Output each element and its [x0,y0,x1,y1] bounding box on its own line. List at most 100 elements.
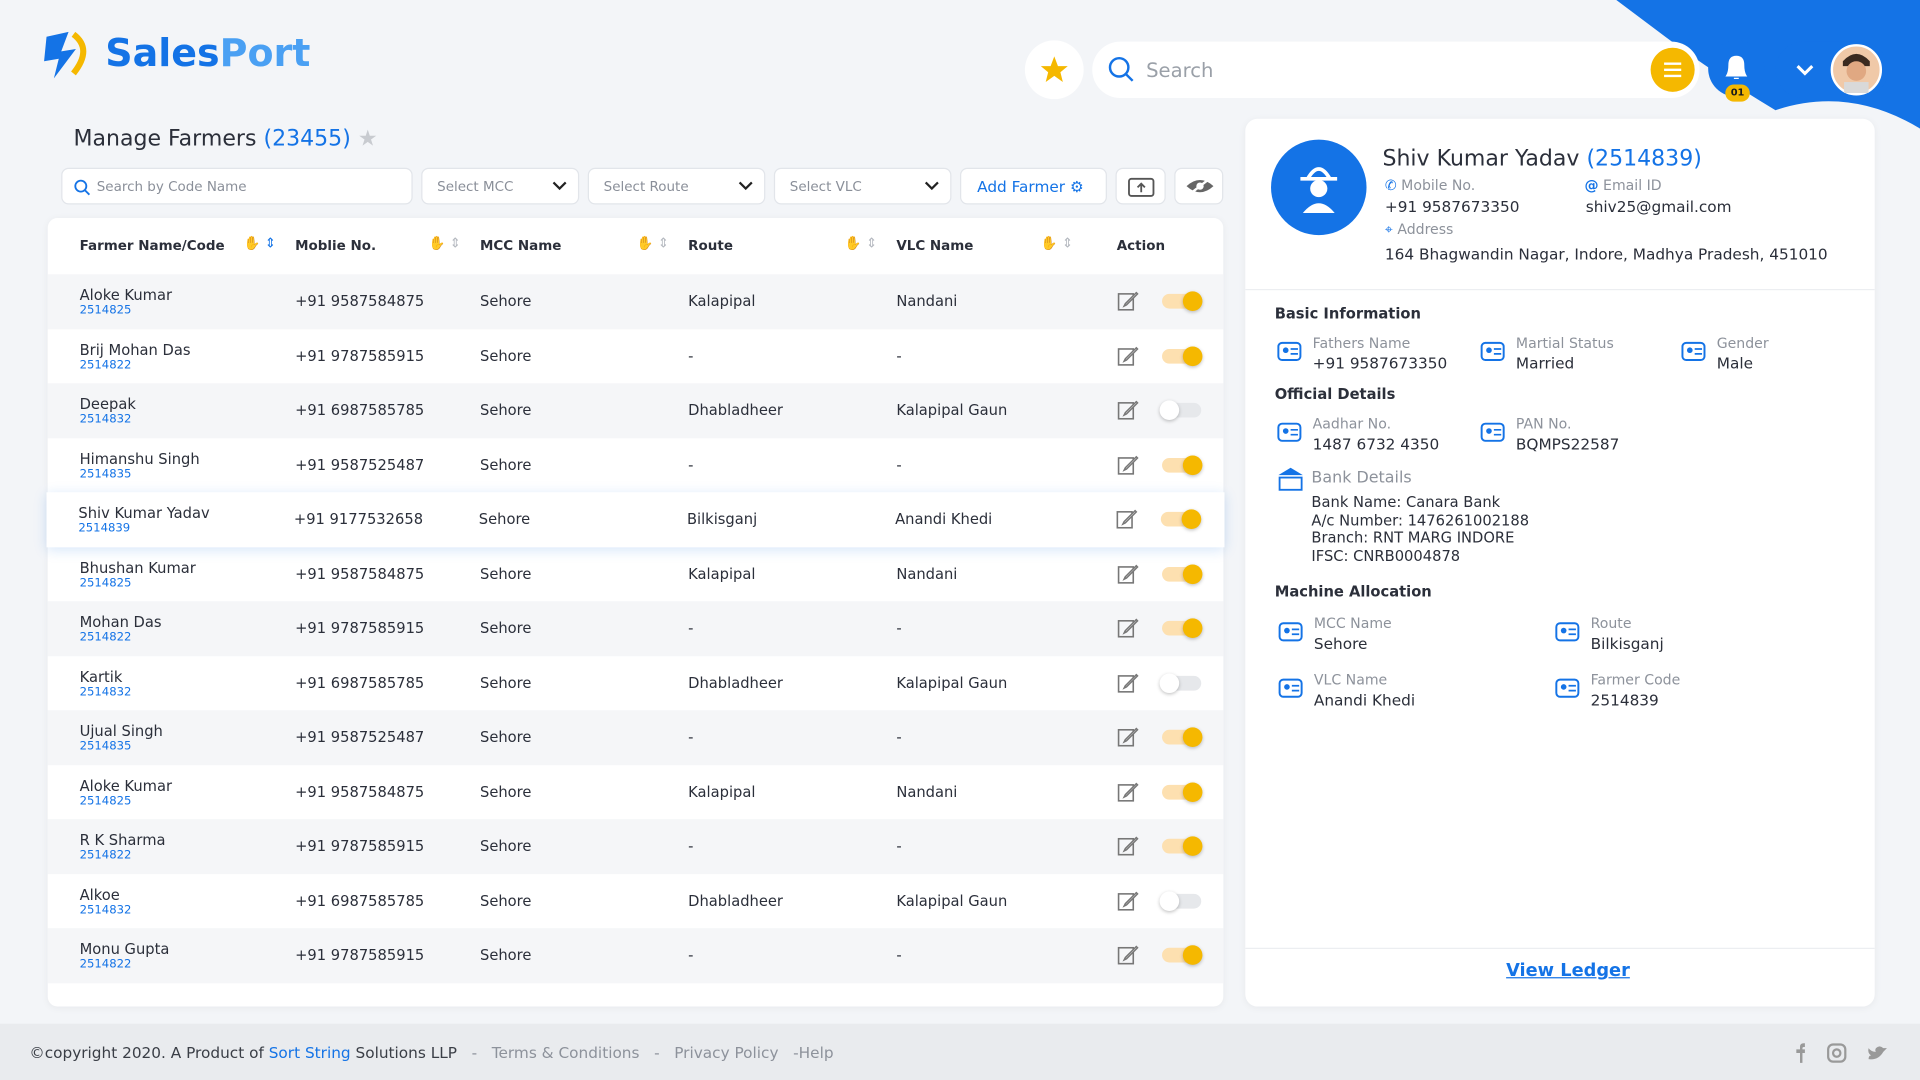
route: - [688,347,694,365]
edit-button[interactable] [1116,508,1138,530]
farmer-name: Mohan Das [79,613,162,631]
edit-button[interactable] [1117,454,1139,476]
table-row[interactable]: Shiv Kumar Yadav 2514839 +91 9177532658 Seh… [46,492,1225,547]
table-row[interactable]: Kartik 2514832 +91 6987585785 Sehore Dhablad… [47,655,1224,711]
code: (2514839) [1586,145,1702,172]
sort-control[interactable]: ✋ ⇕ [243,235,277,252]
placeholder: Select Route [603,178,689,195]
route: - [688,946,694,964]
table-row[interactable]: Brij Mohan Das 2514822 +91 9787585915 Sehor… [47,328,1224,384]
status-toggle[interactable] [1162,618,1203,638]
label: Mobile No. [1401,176,1476,194]
status-toggle[interactable] [1159,890,1202,911]
farmer-name: Shiv Kumar Yadav (2514839) [1382,146,1701,172]
status-toggle[interactable] [1159,672,1202,693]
edit-button[interactable] [1117,726,1139,748]
sort-control[interactable]: ✋ ⇕ [844,235,878,252]
vlc-select[interactable]: Select VLC [773,167,952,205]
farmer-avatar [1271,139,1367,236]
edit-button[interactable] [1117,835,1139,857]
section-title: Basic Information [1274,304,1421,323]
code-search[interactable]: Search by Code Name [61,167,413,205]
search-bar[interactable]: Search [1092,41,1700,98]
add-farmer-button[interactable]: Add Farmer ⚙ [960,167,1107,205]
farmer-name: R K Sharma [79,831,166,849]
profile-menu[interactable] [1775,41,1889,98]
edit-button[interactable] [1117,399,1139,421]
favorite-button[interactable] [1024,40,1084,100]
table-row[interactable]: Aloke Kumar 2514825 +91 9587584875 Sehore Ka… [47,764,1224,820]
toggle-knob [1182,618,1203,638]
status-toggle[interactable] [1162,836,1203,856]
farmer-name: Ujual Singh [79,722,163,740]
field-value: 1487 6732 4350 [1312,434,1440,454]
route-select[interactable]: Select Route [587,167,766,205]
status-toggle[interactable] [1159,400,1202,421]
table-row[interactable]: R K Sharma 2514822 +91 9787585915 Sehore - - [47,819,1224,874]
edit-button[interactable] [1117,890,1139,912]
table-row[interactable]: Deepak 2514832 +91 6987585785 Sehore Dhablad… [47,383,1224,438]
sort-control[interactable]: ✋ ⇕ [1040,235,1074,252]
hide-button[interactable] [1174,167,1224,205]
status-toggle[interactable] [1162,454,1203,475]
email: shiv25@gmail.com [1585,197,1732,216]
title-text: Manage Farmers [73,126,257,152]
table-row[interactable]: Ujual Singh 2514835 +91 9587525487 Sehore - - [47,710,1224,765]
footer-link[interactable]: Terms & Conditions [491,1043,640,1062]
table-row[interactable]: Himanshu Singh 2514835 +91 9587525487 Sehor… [47,437,1224,493]
section-title: Official Details [1274,385,1396,403]
edit-button[interactable] [1117,617,1139,639]
upload-button[interactable] [1115,167,1166,205]
menu-button[interactable] [1650,47,1695,92]
notification-button[interactable]: 01 [1708,40,1765,102]
mobile: +91 9787585915 [295,946,425,964]
edit-button[interactable] [1117,944,1139,966]
footer-link[interactable]: Help [798,1043,834,1062]
bank-line: Bank Name: Canara Bank [1311,493,1501,511]
vlc: - [896,946,902,964]
separator: - [654,1043,660,1062]
view-ledger-link[interactable]: View Ledger [1506,961,1630,981]
field-value: +91 9587673350 [1312,353,1448,373]
address: 164 Bhagwandin Nagar, Indore, Madhya Pra… [1384,244,1828,264]
status-toggle[interactable] [1162,291,1203,312]
sort-control[interactable]: ✋ ⇕ [636,235,670,252]
logo-text: Sales [105,31,220,76]
farmer-table: Farmer Name/Code ✋ ⇕ Moblie No. ✋ ⇕ MCC Name… [46,217,1225,1007]
field-icon [1554,675,1581,702]
status-toggle[interactable] [1162,781,1203,802]
star: ★ [357,126,378,152]
search-placeholder: Search [1146,58,1214,83]
status-toggle[interactable] [1162,945,1203,965]
vlc: Kalapipal Gaun [896,892,1008,910]
mcc-select[interactable]: Select MCC [421,167,580,205]
toggle-knob [1182,727,1203,747]
edit-button[interactable] [1117,781,1139,803]
farmer-code: 2514822 [79,848,132,863]
farmer-name: Monu Gupta [79,940,170,958]
footer-link[interactable]: Privacy Policy [674,1043,779,1062]
label: Address [1397,220,1454,238]
route: Bilkisganj [686,510,758,528]
table-row[interactable]: Mohan Das 2514822 +91 9787585915 Sehore - - [47,601,1224,656]
social-icons[interactable] [1790,1042,1893,1064]
edit-button[interactable] [1117,672,1139,694]
status-toggle[interactable] [1160,509,1202,529]
field-label: MCC Name [1313,614,1392,632]
route: Dhabladheer [688,401,783,419]
edit-button[interactable] [1117,290,1139,312]
farmer-code: 2514825 [79,303,132,318]
toggle-knob [1182,563,1203,584]
table-row[interactable]: Alkoe 2514832 +91 6987585785 Sehore Dhabladh… [47,873,1224,929]
status-toggle[interactable] [1162,563,1203,584]
status-toggle[interactable] [1162,727,1203,747]
company[interactable]: Sort String [268,1043,351,1062]
edit-button[interactable] [1117,345,1139,367]
table-row[interactable]: Monu Gupta 2514822 +91 9787585915 Sehore - - [47,928,1224,983]
status-toggle[interactable] [1162,345,1203,366]
edit-button[interactable] [1117,563,1139,585]
table-row[interactable]: Bhushan Kumar 2514825 +91 9587584875 Sehore… [47,546,1224,602]
table-row[interactable]: Aloke Kumar 2514825 +91 9587584875 Sehore Ka… [47,274,1224,329]
sort-control[interactable]: ✋ ⇕ [428,235,461,252]
